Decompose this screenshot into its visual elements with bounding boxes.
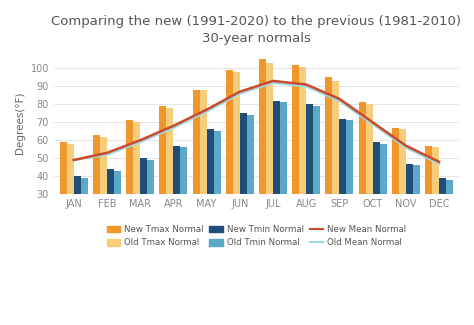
Bar: [226, 70, 233, 248]
Bar: [93, 135, 100, 248]
Bar: [214, 131, 220, 248]
Bar: [273, 101, 280, 248]
Bar: [392, 128, 399, 248]
Bar: [406, 163, 413, 248]
Bar: [346, 121, 354, 248]
Bar: [446, 180, 453, 248]
Bar: [259, 59, 266, 248]
Bar: [326, 77, 332, 248]
Bar: [373, 142, 380, 248]
Bar: [425, 146, 432, 248]
Legend: New Tmax Normal, Old Tmax Normal, New Tmin Normal, Old Tmin Normal, New Mean Nor: New Tmax Normal, Old Tmax Normal, New Tm…: [103, 222, 410, 251]
Bar: [60, 142, 67, 248]
Bar: [439, 178, 446, 248]
Y-axis label: Degrees(°F): Degrees(°F): [15, 91, 25, 153]
Bar: [332, 81, 339, 248]
Bar: [200, 90, 207, 248]
Bar: [292, 65, 299, 248]
Bar: [100, 136, 107, 248]
Bar: [399, 129, 406, 248]
Bar: [233, 72, 240, 248]
Bar: [126, 121, 133, 248]
Bar: [359, 102, 365, 248]
Bar: [432, 148, 439, 248]
Bar: [107, 169, 114, 248]
Bar: [266, 63, 273, 248]
Bar: [74, 176, 81, 248]
Bar: [147, 160, 154, 248]
Bar: [365, 104, 373, 248]
Bar: [339, 119, 346, 248]
Bar: [67, 144, 74, 248]
Bar: [299, 67, 306, 248]
Bar: [140, 158, 147, 248]
Bar: [280, 102, 287, 248]
Bar: [81, 178, 88, 248]
Bar: [247, 115, 254, 248]
Bar: [114, 171, 121, 248]
Bar: [173, 146, 180, 248]
Bar: [192, 90, 200, 248]
Bar: [166, 108, 173, 248]
Bar: [313, 106, 320, 248]
Bar: [133, 122, 140, 248]
Bar: [159, 106, 166, 248]
Title: Comparing the new (1991-2020) to the previous (1981-2010)
30-year normals: Comparing the new (1991-2020) to the pre…: [51, 15, 461, 45]
Bar: [240, 113, 247, 248]
Bar: [306, 104, 313, 248]
Bar: [207, 129, 214, 248]
Bar: [180, 148, 187, 248]
Bar: [380, 144, 387, 248]
Bar: [413, 165, 420, 248]
